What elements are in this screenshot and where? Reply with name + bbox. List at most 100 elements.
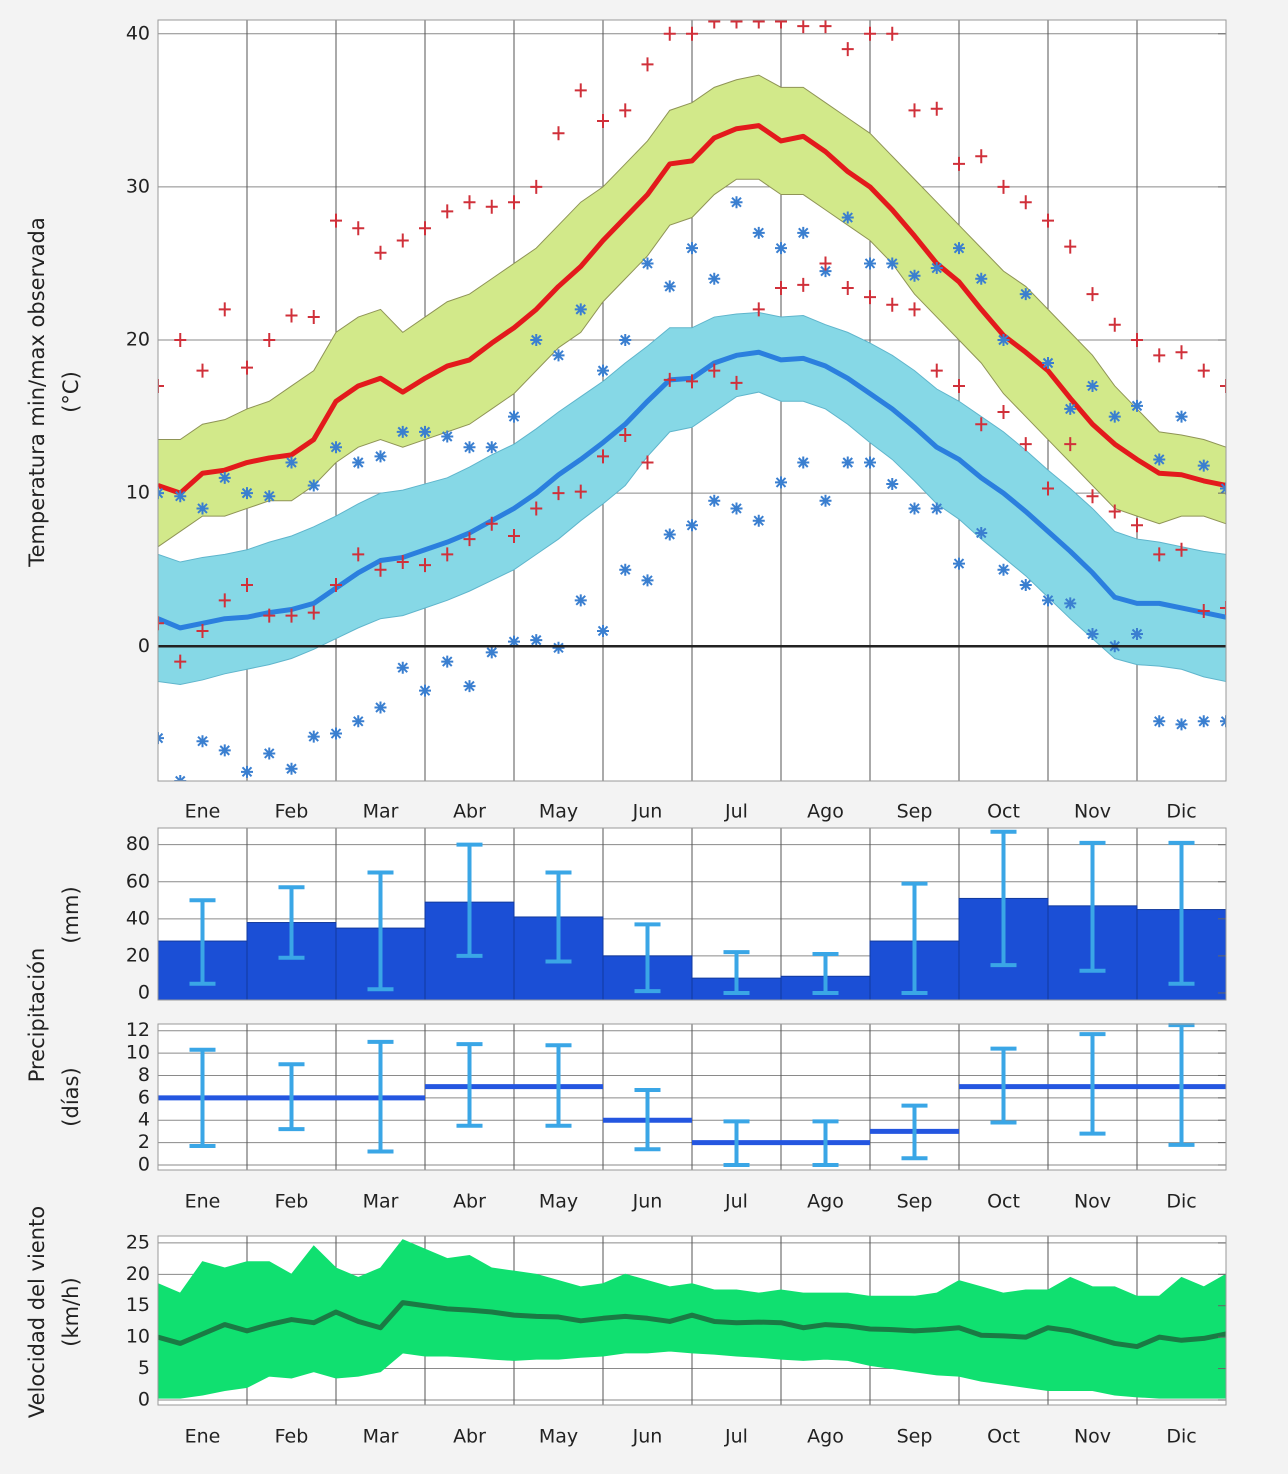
point [419, 425, 431, 438]
y-axis-unit: (mm) [59, 886, 83, 943]
point [841, 280, 854, 295]
point [552, 126, 565, 141]
point [641, 574, 654, 587]
point [374, 450, 387, 463]
point [1064, 437, 1077, 452]
point [730, 375, 743, 390]
point [263, 747, 276, 760]
point [441, 430, 454, 443]
marks [158, 1023, 1226, 1167]
point [819, 256, 832, 271]
point [775, 242, 787, 255]
point [396, 555, 409, 570]
point [508, 529, 520, 544]
point [775, 20, 787, 29]
point [619, 427, 632, 442]
x-tick-label: Nov [1074, 801, 1111, 823]
line [158, 1300, 1226, 1350]
panel: 0 10 20 30 40 Ene Feb Mar Abr May Jun Jul Ago Sep Oct N… [25, 19, 1227, 823]
point [530, 634, 543, 647]
point [930, 101, 943, 116]
point [597, 114, 609, 129]
point [1042, 213, 1054, 228]
point [619, 334, 632, 347]
point [485, 646, 498, 659]
y-tick-label: 40 [126, 22, 150, 44]
point [1019, 288, 1032, 301]
y-axis-label: Precipitación [25, 948, 49, 1083]
y-tick-label: 6 [138, 1086, 150, 1108]
x-tick-label: Oct [987, 1426, 1020, 1448]
point [285, 608, 298, 623]
point [1086, 287, 1099, 302]
point [686, 374, 698, 389]
point [419, 684, 431, 697]
y-axis-label: Velocidad del viento [25, 1206, 49, 1418]
point [396, 425, 409, 438]
x-tick-label: Sep [897, 1426, 933, 1448]
point [730, 196, 743, 209]
marks [158, 1239, 1226, 1399]
point [218, 744, 231, 757]
point [1131, 628, 1143, 641]
y-tick-label: 20 [126, 944, 150, 966]
point [641, 57, 654, 72]
x-tick-label: Dic [1166, 801, 1196, 823]
point [864, 456, 876, 469]
point [1108, 504, 1121, 519]
x-tick-label: Sep [897, 1191, 933, 1213]
point [552, 486, 565, 501]
y-tick-label: 2 [138, 1131, 150, 1153]
point [330, 213, 342, 228]
point [196, 502, 209, 515]
point [1220, 600, 1226, 615]
point [1019, 579, 1032, 592]
point [997, 179, 1010, 194]
point [307, 605, 320, 620]
point [1064, 402, 1077, 415]
point [1153, 348, 1166, 363]
point [841, 42, 854, 57]
x-tick-label: Ene [185, 1426, 221, 1448]
point [1175, 542, 1188, 557]
point [196, 735, 209, 748]
point [730, 502, 743, 515]
point [574, 83, 587, 98]
point [441, 204, 454, 219]
point [663, 280, 676, 293]
point [930, 363, 943, 378]
x-tick-label: Mar [363, 1426, 399, 1448]
point [508, 635, 520, 648]
point [1175, 718, 1188, 731]
overlay [157, 827, 1227, 1001]
y-tick-label: 12 [126, 1019, 150, 1041]
point [441, 655, 454, 668]
point [263, 608, 276, 623]
point [663, 26, 676, 41]
point [218, 593, 231, 608]
point [1086, 489, 1099, 504]
point [797, 20, 810, 34]
x-tick-label: May [539, 801, 578, 823]
point [953, 557, 965, 570]
point [819, 265, 832, 278]
point [463, 532, 476, 547]
point [1064, 597, 1077, 610]
point [396, 661, 409, 674]
point [330, 727, 342, 740]
point [1131, 333, 1143, 348]
point [1197, 604, 1210, 619]
x-tick-label: Jul [724, 1426, 748, 1448]
panel: 0 20 40 60 80 Precipitación (mm) [25, 827, 1227, 1083]
point [552, 349, 565, 362]
x-tick-label: Oct [987, 1191, 1020, 1213]
point [797, 456, 810, 469]
point [752, 226, 765, 239]
y-tick-label: 15 [126, 1294, 150, 1316]
y-tick-label: 20 [126, 329, 150, 351]
point [241, 487, 253, 500]
y-tick-label: 4 [138, 1109, 150, 1131]
point [908, 502, 921, 515]
x-tick-label: Jun [632, 801, 663, 823]
point [285, 456, 298, 469]
